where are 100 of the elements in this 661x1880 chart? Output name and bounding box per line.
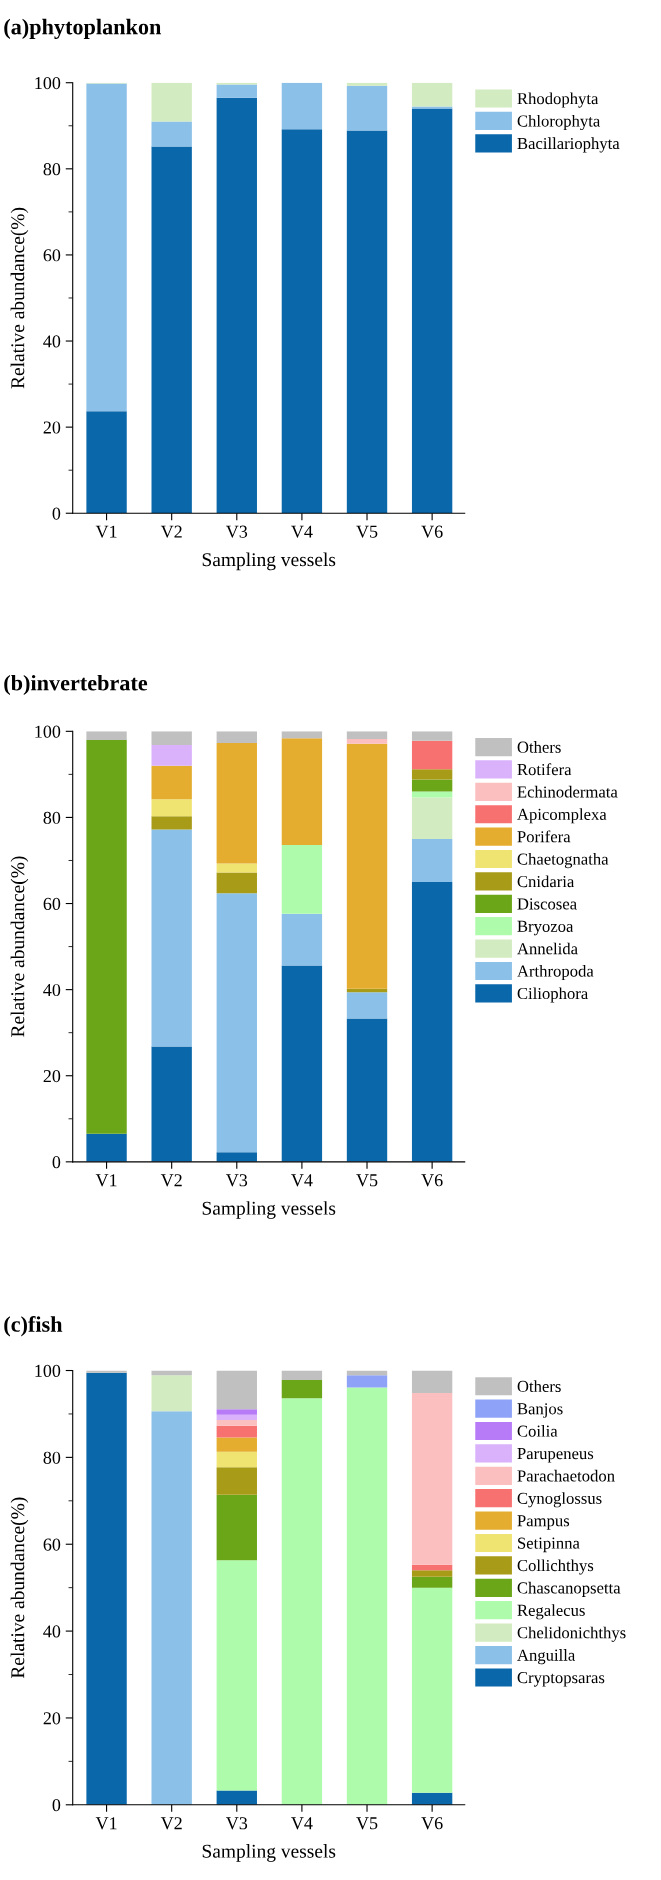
legend-label: Discosea (517, 898, 577, 910)
x-tick-label: V3 (225, 525, 248, 538)
bar (281, 82, 323, 130)
y-tick-label: 0 (52, 507, 61, 520)
bar (346, 85, 388, 131)
bar (151, 1411, 192, 1805)
bar (86, 83, 127, 412)
bar (216, 1451, 257, 1468)
legend-label: Chascanopsetta (517, 1581, 621, 1597)
y-tick-label: 80 (43, 163, 61, 176)
bar (411, 1570, 453, 1577)
bar (216, 1425, 257, 1438)
y-tick-label: 80 (43, 811, 61, 824)
x-axis-title: Sampling vessels (202, 1844, 336, 1862)
bar (216, 731, 257, 743)
legend-label: Chlorophyta (517, 114, 601, 131)
legend-label: Others (517, 1380, 561, 1393)
bar (346, 130, 388, 514)
bar (411, 731, 453, 741)
legend-label: Pampus (517, 1515, 570, 1530)
bar (281, 129, 323, 514)
bar (86, 1370, 127, 1373)
bar (216, 1494, 257, 1561)
legend-label: Cnidaria (517, 875, 575, 888)
bar (151, 146, 192, 514)
bar (151, 1046, 192, 1162)
bar (411, 106, 453, 109)
bar (216, 1420, 257, 1426)
bar (411, 82, 453, 107)
x-tick-label: V5 (356, 1817, 378, 1830)
legend-label: Echinodermata (517, 785, 618, 798)
y-tick-label: 60 (43, 897, 61, 910)
y-tick-label: 0 (52, 1799, 61, 1812)
y-tick-label: 60 (43, 1538, 61, 1551)
bar (346, 1375, 388, 1388)
bar (281, 965, 323, 1162)
bar (411, 1393, 453, 1565)
x-tick-label: V2 (160, 1817, 182, 1830)
x-tick-label: V1 (95, 525, 117, 538)
bar (151, 816, 192, 830)
bar (346, 1018, 388, 1162)
bar (151, 121, 192, 147)
x-tick-label: V3 (225, 1817, 248, 1830)
legend-label: Chelidonichthys (517, 1626, 626, 1642)
legend-label: Cryptopsaras (517, 1672, 605, 1687)
bar (216, 1414, 257, 1421)
bar (216, 1437, 257, 1452)
x-axis-title: Sampling vessels (202, 1201, 336, 1219)
chart-title: (a)phytoplankon (4, 18, 162, 40)
y-tick-label: 100 (35, 76, 61, 90)
y-tick-label: 0 (52, 1156, 61, 1169)
bar (216, 1409, 257, 1415)
legend-label: Coilia (517, 1425, 558, 1437)
legend-label: Annelida (517, 942, 578, 955)
bar (281, 738, 323, 845)
bar (411, 838, 453, 882)
bar (216, 84, 257, 98)
bar (411, 882, 453, 1162)
bar (281, 1370, 323, 1381)
bar (346, 82, 388, 86)
legend-label: Bryozoa (517, 920, 574, 936)
y-axis-title: Relative abundance(%) (10, 856, 29, 1037)
legend-label: Collichthys (517, 1559, 594, 1575)
bar (216, 863, 257, 873)
bar (216, 1152, 257, 1162)
y-tick-label: 80 (43, 1451, 61, 1464)
bar (216, 742, 257, 864)
bar (151, 1375, 192, 1412)
bar (281, 844, 323, 914)
bar (411, 1370, 453, 1394)
bar (86, 1372, 127, 1805)
bar (216, 97, 257, 514)
bar (411, 797, 453, 839)
bar (86, 731, 127, 740)
legend-label: Rotifera (517, 763, 572, 776)
legend-label: Ciliophora (517, 987, 588, 1003)
bar (151, 765, 192, 800)
bar (151, 745, 192, 766)
bar (346, 1387, 388, 1805)
bar (346, 739, 388, 744)
legend-label: Parachaetodon (517, 1469, 615, 1482)
bar (216, 1790, 257, 1805)
x-tick-label: V6 (421, 1174, 443, 1187)
bar (216, 872, 257, 894)
legend-label: Rhodophyta (517, 92, 599, 108)
y-tick-label: 20 (43, 1712, 61, 1725)
bar (411, 769, 453, 780)
x-tick-label: V5 (356, 1174, 378, 1187)
y-tick-label: 40 (43, 983, 61, 997)
x-axis-title: Sampling vessels (202, 552, 336, 571)
x-tick-label: V2 (160, 525, 182, 538)
x-tick-label: V4 (291, 525, 313, 538)
bar (151, 82, 192, 122)
bar (411, 1587, 453, 1793)
x-tick-label: V4 (291, 1817, 313, 1830)
x-tick-label: V5 (356, 525, 378, 538)
x-tick-label: V4 (291, 1174, 313, 1187)
y-tick-label: 100 (35, 725, 61, 738)
bar (281, 913, 323, 966)
bar (411, 791, 453, 798)
